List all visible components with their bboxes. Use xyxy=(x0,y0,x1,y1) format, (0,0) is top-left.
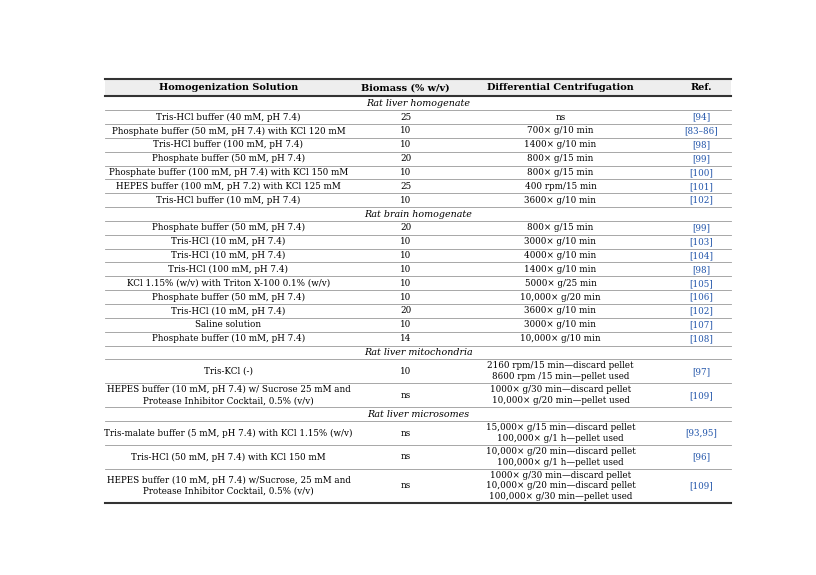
Text: ns: ns xyxy=(401,453,410,462)
Text: Rat brain homogenate: Rat brain homogenate xyxy=(364,209,472,218)
Text: [104]: [104] xyxy=(690,251,713,260)
Text: 5000× g/25 min: 5000× g/25 min xyxy=(525,279,596,288)
Text: Phosphate buffer (50 mM, pH 7.4): Phosphate buffer (50 mM, pH 7.4) xyxy=(152,154,305,163)
Text: [96]: [96] xyxy=(693,453,711,462)
Text: Phosphate buffer (100 mM, pH 7.4) with KCl 150 mM: Phosphate buffer (100 mM, pH 7.4) with K… xyxy=(109,168,348,177)
Text: ns: ns xyxy=(401,391,410,400)
Text: Tris-KCl (-): Tris-KCl (-) xyxy=(204,367,253,376)
Text: 1000× g/30 min—discard pellet
10,000× g/20 min—discard pellet
100,000× g/30 min—: 1000× g/30 min—discard pellet 10,000× g/… xyxy=(486,471,636,501)
Text: Phosphate buffer (50 mM, pH 7.4): Phosphate buffer (50 mM, pH 7.4) xyxy=(152,223,305,232)
Text: Tris-HCl buffer (40 mM, pH 7.4): Tris-HCl buffer (40 mM, pH 7.4) xyxy=(156,113,301,122)
Text: 15,000× g/15 min—discard pellet
100,000× g/1 h—pellet used: 15,000× g/15 min—discard pellet 100,000×… xyxy=(486,423,635,443)
Text: [105]: [105] xyxy=(690,279,713,288)
Text: Tris-HCl (10 mM, pH 7.4): Tris-HCl (10 mM, pH 7.4) xyxy=(171,306,286,316)
Text: Biomass (% w/v): Biomass (% w/v) xyxy=(361,83,450,92)
Text: [102]: [102] xyxy=(690,306,713,316)
Text: Differential Centrifugation: Differential Centrifugation xyxy=(487,83,634,92)
Text: [109]: [109] xyxy=(690,481,713,490)
Text: [109]: [109] xyxy=(690,391,713,400)
Text: Tris-malate buffer (5 mM, pH 7.4) with KCl 1.15% (w/v): Tris-malate buffer (5 mM, pH 7.4) with K… xyxy=(104,428,353,438)
Text: Phosphate buffer (10 mM, pH 7.4): Phosphate buffer (10 mM, pH 7.4) xyxy=(152,334,305,343)
Text: [99]: [99] xyxy=(693,154,711,163)
Text: 1000× g/30 min—discard pellet
10,000× g/20 min—pellet used: 1000× g/30 min—discard pellet 10,000× g/… xyxy=(490,385,631,405)
Text: [102]: [102] xyxy=(690,196,713,205)
Text: 10: 10 xyxy=(400,265,411,274)
Text: 800× g/15 min: 800× g/15 min xyxy=(527,223,594,232)
Text: [97]: [97] xyxy=(693,367,711,376)
Text: Phosphate buffer (50 mM, pH 7.4): Phosphate buffer (50 mM, pH 7.4) xyxy=(152,293,305,302)
Text: 10: 10 xyxy=(400,140,411,150)
Text: [98]: [98] xyxy=(693,140,711,150)
Text: [98]: [98] xyxy=(693,265,711,274)
Text: 10: 10 xyxy=(400,367,411,376)
Text: HEPES buffer (10 mM, pH 7.4) w/Sucrose, 25 mM and
Protease Inhibitor Cocktail, 0: HEPES buffer (10 mM, pH 7.4) w/Sucrose, … xyxy=(107,476,350,496)
Text: 3600× g/10 min: 3600× g/10 min xyxy=(525,306,596,316)
Text: 10: 10 xyxy=(400,237,411,246)
Text: 25: 25 xyxy=(400,182,411,191)
Text: 1400× g/10 min: 1400× g/10 min xyxy=(525,140,596,150)
Text: HEPES buffer (10 mM, pH 7.4) w/ Sucrose 25 mM and
Protease Inhibitor Cocktail, 0: HEPES buffer (10 mM, pH 7.4) w/ Sucrose … xyxy=(107,385,350,405)
Text: 14: 14 xyxy=(400,334,411,343)
Text: HEPES buffer (100 mM, pH 7.2) with KCl 125 mM: HEPES buffer (100 mM, pH 7.2) with KCl 1… xyxy=(116,182,341,191)
Text: 800× g/15 min: 800× g/15 min xyxy=(527,168,594,177)
Text: 10: 10 xyxy=(400,320,411,329)
Text: [103]: [103] xyxy=(690,237,713,246)
Text: [108]: [108] xyxy=(690,334,713,343)
Text: Tris-HCl (50 mM, pH 7.4) with KCl 150 mM: Tris-HCl (50 mM, pH 7.4) with KCl 150 mM xyxy=(131,453,326,462)
Text: ns: ns xyxy=(556,113,565,122)
Bar xyxy=(105,79,731,97)
Text: [107]: [107] xyxy=(690,320,713,329)
Text: Rat liver mitochondria: Rat liver mitochondria xyxy=(364,348,472,357)
Text: 10: 10 xyxy=(400,251,411,260)
Text: KCl 1.15% (w/v) with Triton X-100 0.1% (w/v): KCl 1.15% (w/v) with Triton X-100 0.1% (… xyxy=(126,279,330,288)
Text: 10,000× g/20 min: 10,000× g/20 min xyxy=(520,293,601,302)
Text: Rat liver microsomes: Rat liver microsomes xyxy=(367,409,469,419)
Text: Phosphate buffer (50 mM, pH 7.4) with KCl 120 mM: Phosphate buffer (50 mM, pH 7.4) with KC… xyxy=(112,126,345,136)
Text: 3000× g/10 min: 3000× g/10 min xyxy=(525,237,596,246)
Text: 700× g/10 min: 700× g/10 min xyxy=(527,126,594,136)
Text: [101]: [101] xyxy=(690,182,713,191)
Text: Tris-HCl buffer (100 mM, pH 7.4): Tris-HCl buffer (100 mM, pH 7.4) xyxy=(153,140,304,150)
Text: ns: ns xyxy=(401,428,410,438)
Text: Saline solution: Saline solution xyxy=(195,320,262,329)
Text: 10: 10 xyxy=(400,196,411,205)
Text: 10: 10 xyxy=(400,293,411,302)
Text: 10,000× g/10 min: 10,000× g/10 min xyxy=(520,334,601,343)
Text: 10,000× g/20 min—discard pellet
100,000× g/1 h—pellet used: 10,000× g/20 min—discard pellet 100,000×… xyxy=(486,447,636,467)
Text: [83–86]: [83–86] xyxy=(685,126,718,136)
Text: 400 rpm/15 min: 400 rpm/15 min xyxy=(525,182,596,191)
Text: 10: 10 xyxy=(400,168,411,177)
Text: Ref.: Ref. xyxy=(691,83,712,92)
Text: Tris-HCl buffer (10 mM, pH 7.4): Tris-HCl buffer (10 mM, pH 7.4) xyxy=(157,196,300,205)
Text: [99]: [99] xyxy=(693,223,711,232)
Text: Tris-HCl (10 mM, pH 7.4): Tris-HCl (10 mM, pH 7.4) xyxy=(171,251,286,260)
Text: 1400× g/10 min: 1400× g/10 min xyxy=(525,265,596,274)
Text: [93,95]: [93,95] xyxy=(685,428,717,438)
Text: 4000× g/10 min: 4000× g/10 min xyxy=(525,251,596,260)
Text: 20: 20 xyxy=(400,306,411,316)
Text: Homogenization Solution: Homogenization Solution xyxy=(159,83,298,92)
Text: [106]: [106] xyxy=(690,293,713,302)
Text: 2160 rpm/15 min—discard pellet
8600 rpm /15 min—pellet used: 2160 rpm/15 min—discard pellet 8600 rpm … xyxy=(487,362,634,381)
Text: 20: 20 xyxy=(400,223,411,232)
Text: [100]: [100] xyxy=(690,168,713,177)
Text: ns: ns xyxy=(401,481,410,490)
Text: 10: 10 xyxy=(400,279,411,288)
Text: 25: 25 xyxy=(400,113,411,122)
Text: Tris-HCl (10 mM, pH 7.4): Tris-HCl (10 mM, pH 7.4) xyxy=(171,237,286,246)
Text: Tris-HCl (100 mM, pH 7.4): Tris-HCl (100 mM, pH 7.4) xyxy=(168,265,289,274)
Text: 10: 10 xyxy=(400,126,411,136)
Text: 800× g/15 min: 800× g/15 min xyxy=(527,154,594,163)
Text: 3600× g/10 min: 3600× g/10 min xyxy=(525,196,596,205)
Text: 20: 20 xyxy=(400,154,411,163)
Text: [94]: [94] xyxy=(693,113,711,122)
Text: Rat liver homogenate: Rat liver homogenate xyxy=(366,99,470,108)
Text: 3000× g/10 min: 3000× g/10 min xyxy=(525,320,596,329)
